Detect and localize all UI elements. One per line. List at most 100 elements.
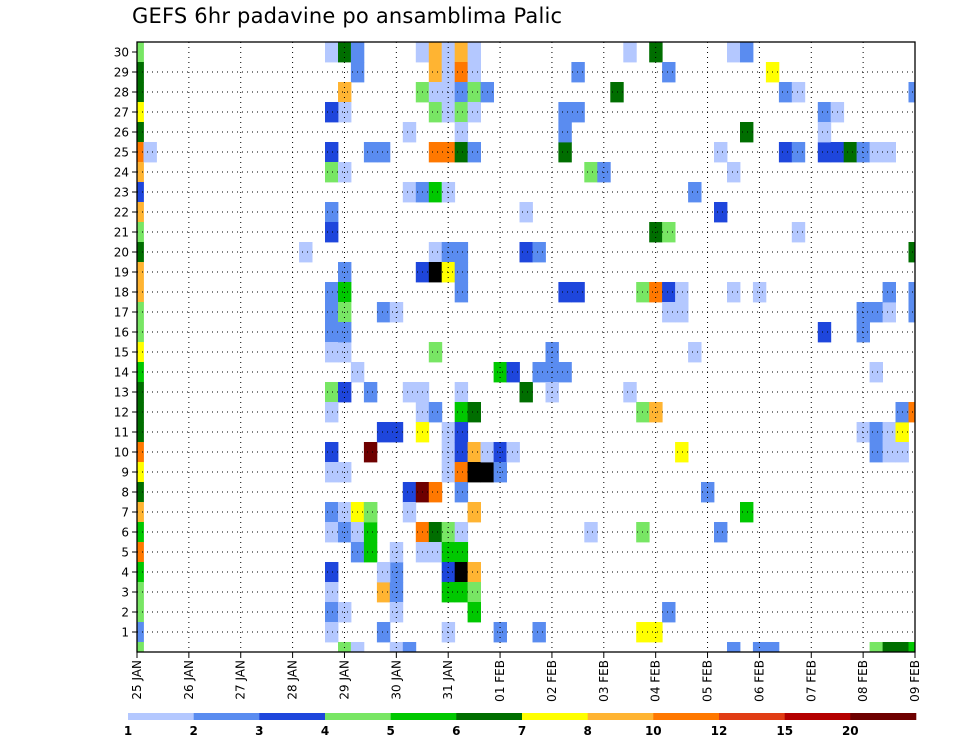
heatmap-cell xyxy=(325,522,339,543)
heatmap-cell xyxy=(376,562,391,583)
colorbar-swatch xyxy=(719,713,785,720)
heatmap-cell xyxy=(467,442,481,463)
heatmap-cell xyxy=(454,62,469,83)
x-tick-label: 06 FEB xyxy=(752,660,766,702)
heatmap-cell xyxy=(467,562,481,583)
heatmap-cell xyxy=(675,302,689,323)
y-tick-label: 4 xyxy=(121,566,129,580)
heatmap-cell xyxy=(623,382,637,403)
heatmap-cell xyxy=(675,442,689,463)
x-tick-label: 01 FEB xyxy=(493,660,507,702)
heatmap-cell xyxy=(571,282,585,303)
heatmap-cell xyxy=(662,62,676,83)
heatmap-cell xyxy=(137,302,144,323)
heatmap-cell xyxy=(506,442,520,463)
y-tick-label: 22 xyxy=(114,206,129,220)
heatmap-cell xyxy=(908,282,916,303)
heatmap-cell xyxy=(363,502,378,523)
colorbar-swatch xyxy=(325,713,391,720)
heatmap-cell xyxy=(363,382,378,403)
heatmap-cell xyxy=(869,422,883,443)
heatmap-cell xyxy=(428,542,443,563)
heatmap-cell xyxy=(467,82,481,103)
heatmap-cell xyxy=(415,42,430,63)
y-tick-label: 18 xyxy=(114,286,129,300)
x-tick-label: 04 FEB xyxy=(649,660,663,702)
heatmap-cell xyxy=(869,642,883,653)
heatmap-cell xyxy=(137,322,144,343)
heatmap-cell xyxy=(519,382,533,403)
heatmap-cell xyxy=(376,622,391,643)
colorbar-label: 10 xyxy=(645,724,662,738)
y-tick-label: 25 xyxy=(114,146,129,160)
heatmap-cell xyxy=(350,42,365,63)
heatmap-cell xyxy=(376,142,391,163)
heatmap-cell xyxy=(895,642,909,653)
heatmap-cell xyxy=(727,282,741,303)
heatmap-cell xyxy=(325,622,339,643)
y-tick-label: 20 xyxy=(114,246,129,260)
heatmap-cell xyxy=(454,282,469,303)
x-tick-label: 25 JAN xyxy=(130,660,144,700)
heatmap-cell xyxy=(740,122,754,143)
heatmap-cell xyxy=(778,82,793,103)
heatmap-cell xyxy=(454,582,469,603)
heatmap-cell xyxy=(137,122,144,143)
colorbar: 1 2 3 4 5 6 7 8 10 12 15 20 xyxy=(124,713,917,738)
y-tick-label: 30 xyxy=(114,46,129,60)
colorbar-label: 4 xyxy=(321,724,329,738)
heatmap-cell xyxy=(428,522,443,543)
heatmap-cell xyxy=(402,482,417,503)
heatmap-cell xyxy=(402,182,417,203)
heatmap-cell xyxy=(143,142,157,163)
x-tick-label: 29 JAN xyxy=(337,660,351,700)
y-tick-label: 3 xyxy=(121,586,129,600)
heatmap-cell xyxy=(137,462,144,483)
heatmap-cell xyxy=(325,442,339,463)
heatmap-cell xyxy=(675,282,689,303)
heatmap-cell xyxy=(714,142,728,163)
heatmap-cell xyxy=(817,142,832,163)
y-axis: 1234567891011121314151617181920212223242… xyxy=(114,46,137,640)
heatmap-cell xyxy=(882,282,896,303)
heatmap-cell xyxy=(137,82,144,103)
heatmap-cell xyxy=(558,282,572,303)
heatmap-cell xyxy=(325,382,339,403)
heatmap-cell xyxy=(428,102,443,123)
heatmap-cell xyxy=(402,382,417,403)
y-tick-label: 6 xyxy=(121,526,129,540)
heatmap-cell xyxy=(428,42,443,63)
heatmap-cell xyxy=(843,142,858,163)
heatmap-cell xyxy=(325,222,339,243)
y-tick-label: 21 xyxy=(114,226,129,240)
heatmap-cell xyxy=(714,522,728,543)
heatmap-cell xyxy=(325,602,339,623)
heatmap-cell xyxy=(454,102,469,123)
heatmap-cell xyxy=(137,362,144,383)
heatmap-cell xyxy=(908,242,916,263)
heatmap-cell xyxy=(137,562,144,583)
heatmap-cell xyxy=(558,102,572,123)
heatmap-cell xyxy=(714,202,728,223)
y-tick-label: 14 xyxy=(114,366,129,380)
colorbar-label: 3 xyxy=(255,724,263,738)
heatmap-cell xyxy=(727,162,741,183)
heatmap-cell xyxy=(571,62,585,83)
heatmap-cell xyxy=(137,642,144,653)
y-tick-label: 26 xyxy=(114,126,129,140)
colorbar-swatch xyxy=(587,713,654,720)
heatmap-cell xyxy=(428,242,443,263)
colorbar-swatch xyxy=(193,713,260,720)
heatmap-cell xyxy=(325,402,339,423)
x-tick-label: 03 FEB xyxy=(597,660,611,702)
colorbar-swatch xyxy=(456,713,523,720)
heatmap-cell xyxy=(428,82,443,103)
heatmap-cell xyxy=(137,602,144,623)
heatmap-cell xyxy=(740,502,754,523)
heatmap-cell xyxy=(558,142,572,163)
heatmap-cell xyxy=(137,262,144,283)
heatmap-cell xyxy=(882,302,896,323)
y-tick-label: 24 xyxy=(114,166,129,180)
colorbar-label: 2 xyxy=(190,724,198,738)
heatmap-cell xyxy=(137,62,144,83)
